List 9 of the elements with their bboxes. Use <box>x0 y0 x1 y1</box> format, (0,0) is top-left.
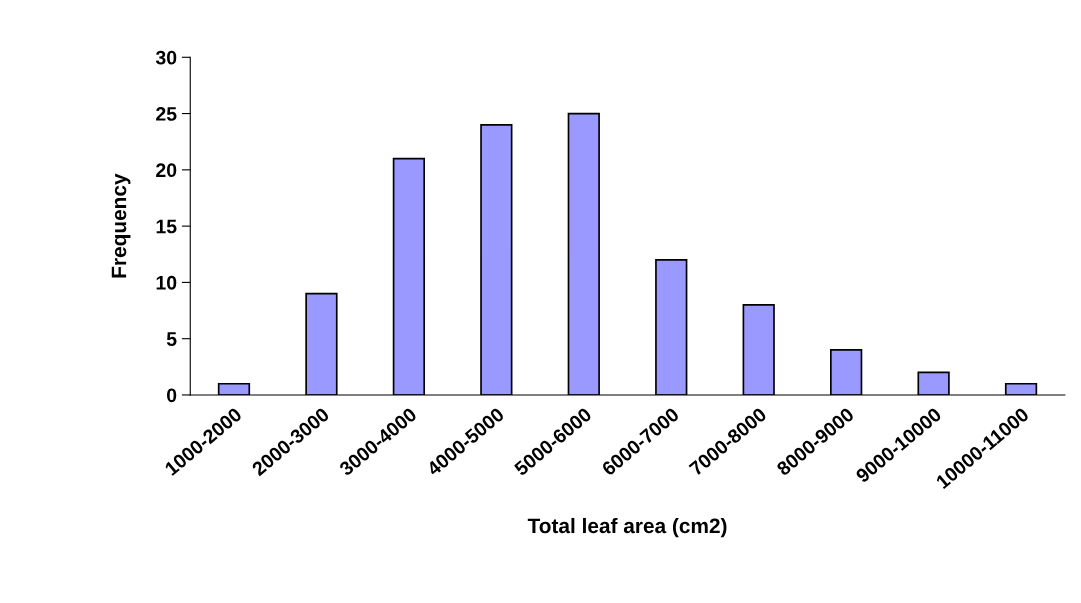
y-tick-label: 5 <box>166 332 177 346</box>
y-tick-label: 20 <box>156 163 177 178</box>
y-tick-label: 10 <box>156 275 177 290</box>
y-axis-title: Frequency <box>111 173 131 278</box>
y-tick-label: 15 <box>156 219 177 234</box>
y-tick-label: 30 <box>155 50 177 65</box>
x-axis-title: Total leaf area (cm2) <box>527 517 727 538</box>
y-tick-label: 0 <box>167 388 177 403</box>
y-tick-label: 25 <box>156 107 177 121</box>
